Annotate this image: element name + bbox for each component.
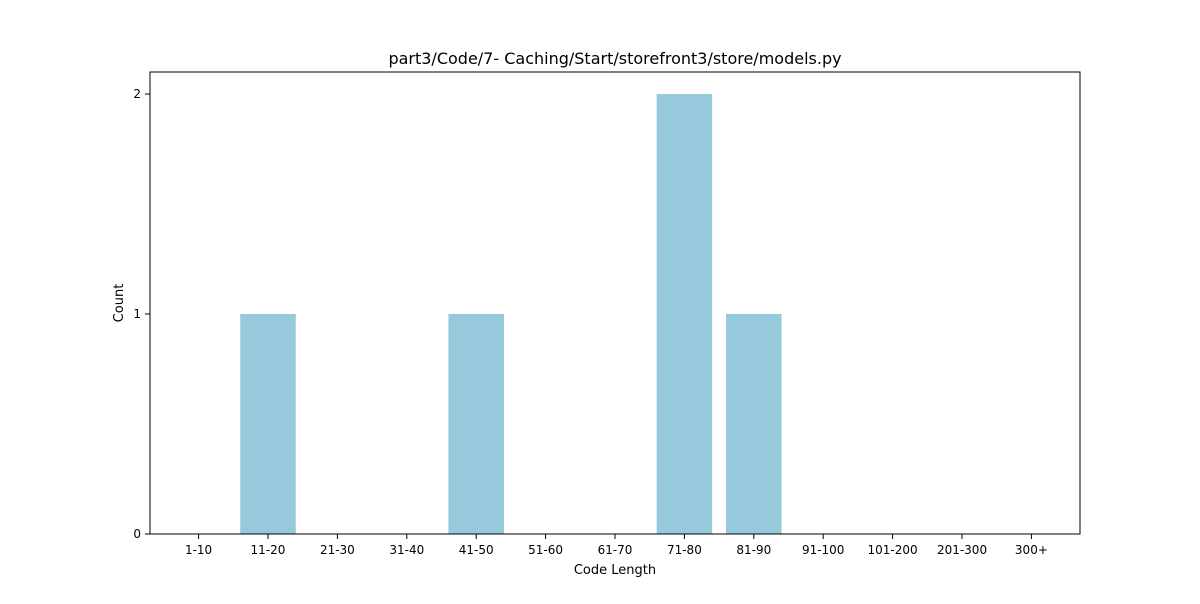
x-tick-label: 300+: [1015, 543, 1048, 557]
y-tick-label: 0: [133, 527, 141, 541]
bar-11-20: [240, 314, 296, 534]
x-tick-label: 1-10: [185, 543, 212, 557]
y-axis-label: Count: [112, 284, 127, 323]
x-axis: 1-10 11-20 21-30 31-40 41-50 51-60 61-70 71-80 8…: [185, 534, 1048, 557]
y-tick-label: 2: [133, 87, 141, 101]
x-tick-label: 31-40: [389, 543, 424, 557]
x-tick-label: 91-100: [802, 543, 845, 557]
chart-title: part3/Code/7- Caching/Start/storefront3/…: [388, 49, 841, 68]
x-tick-label: 71-80: [667, 543, 702, 557]
x-tick-label: 101-200: [868, 543, 918, 557]
x-tick-label: 41-50: [459, 543, 494, 557]
y-axis: 0 1 2: [133, 87, 150, 541]
x-tick-label: 21-30: [320, 543, 355, 557]
x-tick-label: 61-70: [598, 543, 633, 557]
bars-group: [240, 94, 782, 534]
bar-81-90: [726, 314, 782, 534]
x-tick-label: 81-90: [736, 543, 771, 557]
x-tick-label: 51-60: [528, 543, 563, 557]
bar-71-80: [656, 94, 713, 534]
x-tick-label: 11-20: [251, 543, 286, 557]
y-tick-label: 1: [133, 307, 141, 321]
x-tick-label: 201-300: [937, 543, 987, 557]
x-axis-label: Code Length: [574, 563, 656, 578]
bar-41-50: [448, 314, 504, 534]
